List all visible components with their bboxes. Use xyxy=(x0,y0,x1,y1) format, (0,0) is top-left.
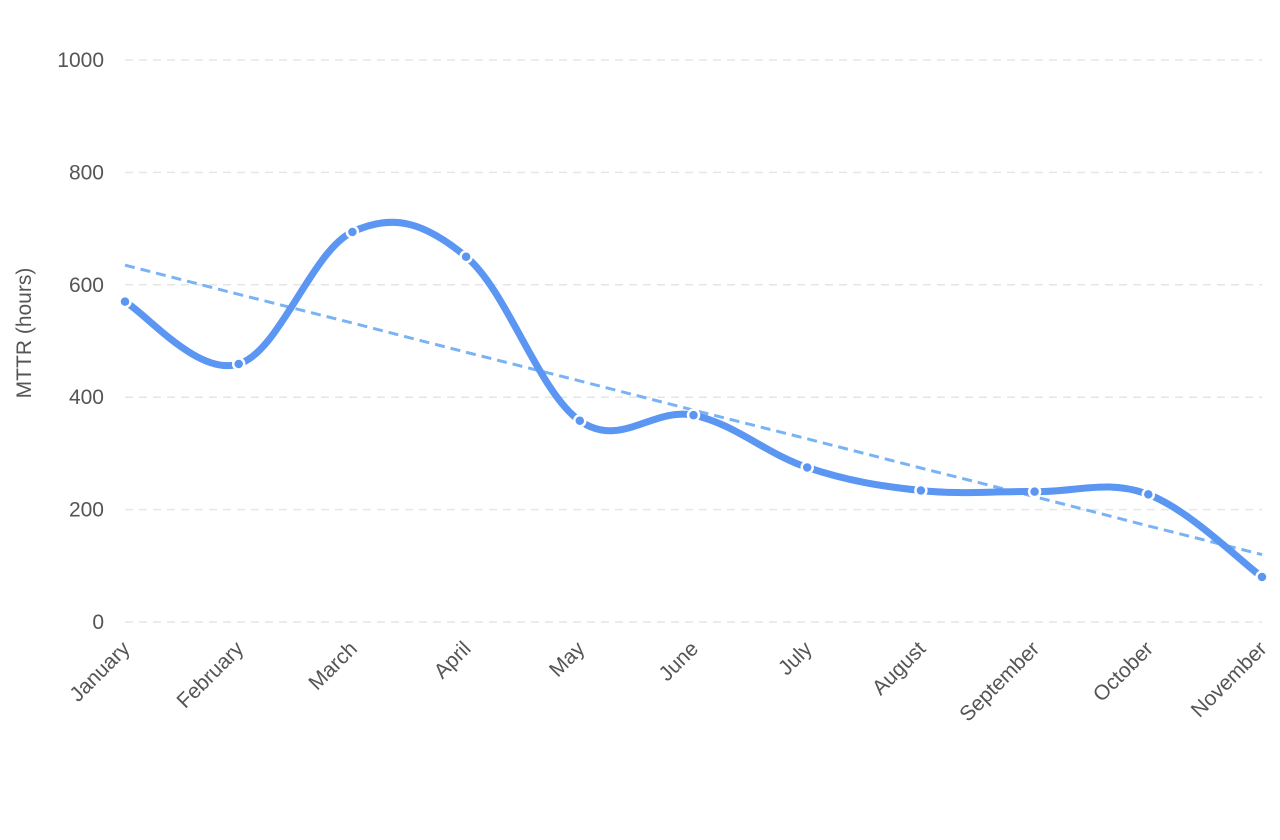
data-point-november[interactable] xyxy=(1255,570,1269,584)
x-tick-label-june: June xyxy=(655,637,703,685)
mttr-series-line xyxy=(121,218,1266,581)
data-point-june[interactable] xyxy=(686,408,701,422)
x-tick-label-february: February xyxy=(173,637,249,713)
y-axis-title: MTTR (hours) xyxy=(13,268,36,399)
series-layer xyxy=(121,218,1266,581)
y-tick-label-200: 200 xyxy=(69,499,104,522)
data-point-september[interactable] xyxy=(1027,484,1042,499)
data-point-march[interactable] xyxy=(345,225,360,239)
data-point-april[interactable] xyxy=(459,249,473,264)
data-point-january[interactable] xyxy=(118,294,132,309)
y-tick-label-800: 800 xyxy=(69,161,104,184)
y-tick-label-0: 0 xyxy=(92,611,104,634)
marker-layer xyxy=(118,225,1269,584)
y-tick-label-600: 600 xyxy=(69,274,104,297)
x-tick-label-september: September xyxy=(955,637,1044,726)
data-point-august[interactable] xyxy=(914,483,928,498)
x-tick-label-april: April xyxy=(430,637,476,683)
y-axis-ticks: 0 200 400 600 800 1000 xyxy=(57,49,104,634)
x-tick-label-may: May xyxy=(545,637,590,682)
trend-line xyxy=(124,263,1263,557)
x-tick-label-march: March xyxy=(304,637,362,695)
data-point-may[interactable] xyxy=(573,414,587,428)
x-tick-label-october: October xyxy=(1089,637,1158,706)
x-tick-label-january: January xyxy=(65,637,134,706)
x-tick-label-august: August xyxy=(868,637,931,700)
data-point-february[interactable] xyxy=(231,357,246,371)
x-axis-ticks: January February March April May June July Augu… xyxy=(65,637,1271,726)
x-tick-label-november: November xyxy=(1187,637,1272,722)
x-tick-label-july: July xyxy=(774,637,817,680)
y-tick-label-1000: 1000 xyxy=(57,49,104,72)
grid-layer xyxy=(125,59,1262,623)
data-point-october[interactable] xyxy=(1141,487,1156,502)
y-tick-label-400: 400 xyxy=(69,386,104,409)
data-point-july[interactable] xyxy=(800,460,814,475)
